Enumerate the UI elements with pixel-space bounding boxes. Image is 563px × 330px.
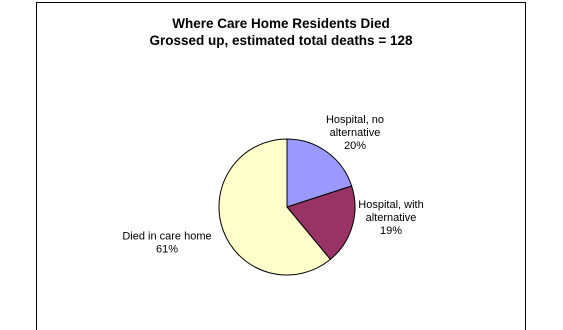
slice-name-label-1: Hospital, no — [326, 114, 384, 126]
pie-slice-2 — [286, 185, 356, 261]
pie-slice-1 — [286, 138, 353, 208]
slice-percent-label-3: 61% — [156, 244, 178, 256]
chart-subtitle: Grossed up, estimated total deaths = 128 — [149, 33, 413, 48]
slice-name-label-2: Hospital, with — [358, 199, 423, 211]
slice-percent-label-1: 20% — [344, 140, 366, 152]
chart-title-line-1: Where Care Home Residents Died — [172, 16, 390, 31]
chart-title: Where Care Home Residents Died Grossed u… — [37, 15, 525, 49]
slice-name-label-3: Died in care home — [122, 231, 211, 243]
pie-slice-3 — [218, 138, 332, 276]
slice-name-label-1: alternative — [330, 127, 381, 139]
slice-percent-label-2: 19% — [380, 225, 402, 237]
slice-name-label-2: alternative — [366, 212, 417, 224]
